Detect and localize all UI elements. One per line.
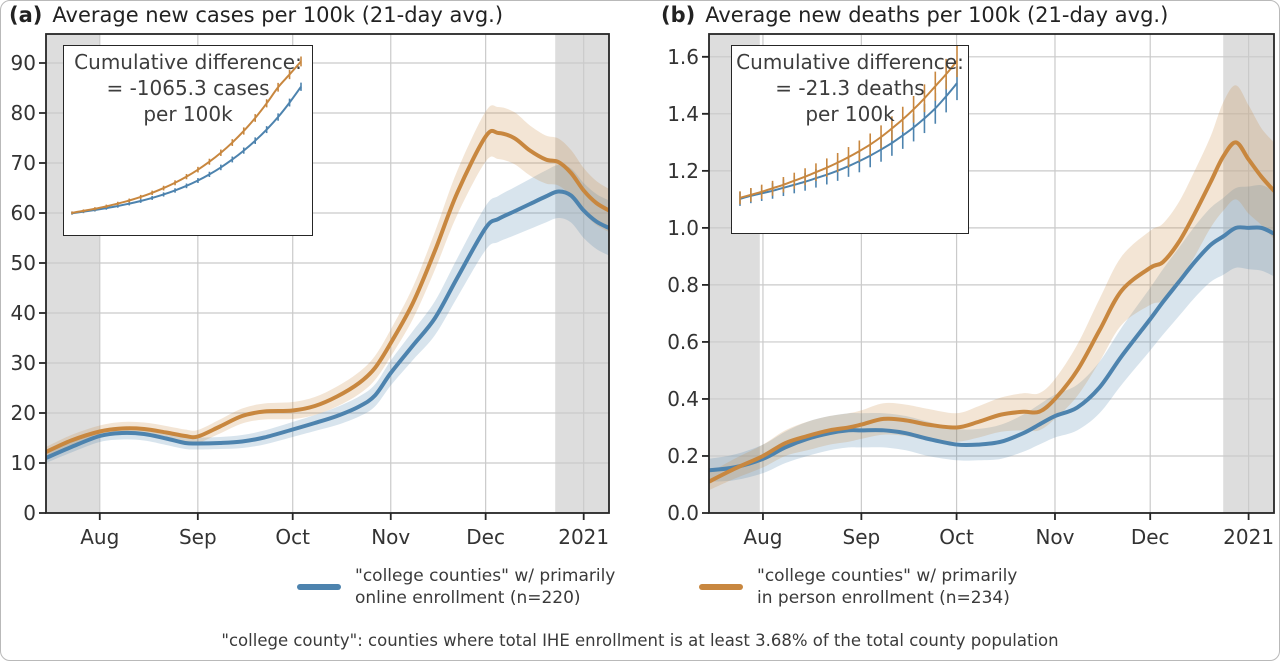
- y-tick-label: 90: [10, 51, 36, 75]
- figure-footnote: "college county": counties where total I…: [221, 631, 1059, 650]
- y-tick-label: 0.8: [667, 272, 699, 297]
- legend-swatch-online: [297, 584, 341, 590]
- inset-a-text: Cumulative difference: = -1065.3 cases p…: [64, 46, 312, 127]
- y-tick-label: 0.4: [667, 386, 699, 411]
- x-tick-label: 2021: [1223, 525, 1275, 549]
- panel-a-label: (a): [9, 3, 43, 27]
- y-tick-label: 50: [10, 251, 36, 275]
- legend-online-line2: online enrollment (n=220): [355, 588, 581, 608]
- x-tick-label: Oct: [939, 525, 974, 549]
- x-tick-label: Dec: [1130, 525, 1170, 549]
- y-tick-label: 0.2: [667, 443, 699, 468]
- y-tick-label: 40: [10, 301, 36, 325]
- shaded-period-band: [555, 34, 609, 513]
- panel-a-title: (a) Average new cases per 100k (21-day av…: [9, 3, 503, 27]
- y-tick-label: 1.2: [667, 158, 699, 183]
- inset-panel-b: Cumulative difference: = -21.3 deaths pe…: [731, 45, 969, 234]
- y-tick-label: 1.6: [667, 44, 699, 69]
- inset-a-line2: = -1065.3 cases: [106, 76, 270, 100]
- y-tick-label: 30: [10, 351, 36, 375]
- legend-entry-in-person: "college counties" w/ primarily in perso…: [699, 565, 1017, 609]
- inset-b-line2: = -21.3 deaths: [775, 76, 925, 100]
- legend-label-online: "college counties" w/ primarily online e…: [355, 565, 615, 609]
- y-tick-label: 1.4: [667, 101, 699, 126]
- legend-in-person-line1: "college counties" w/ primarily: [757, 566, 1018, 586]
- inset-b-line1: Cumulative difference:: [736, 50, 964, 74]
- inset-b-text: Cumulative difference: = -21.3 deaths pe…: [732, 46, 968, 127]
- y-tick-label: 10: [10, 451, 36, 475]
- panel-a-title-text: Average new cases per 100k (21-day avg.): [52, 3, 504, 27]
- panel-b-label: (b): [661, 3, 696, 27]
- inset-b-canvas: [739, 46, 958, 206]
- legend-label-in-person: "college counties" w/ primarily in perso…: [757, 565, 1017, 609]
- panel-b-title-text: Average new deaths per 100k (21-day avg.…: [705, 3, 1169, 27]
- y-tick-label: 60: [10, 201, 36, 225]
- y-tick-label: 70: [10, 151, 36, 175]
- shaded-period-band: [1223, 34, 1274, 513]
- x-tick-label: Nov: [371, 525, 411, 549]
- x-tick-label: Sep: [178, 525, 217, 549]
- inset-line-in_person: [71, 60, 302, 214]
- y-tick-label: 80: [10, 101, 36, 125]
- panel-b-title: (b) Average new deaths per 100k (21-day a…: [661, 3, 1168, 27]
- x-tick-label: 2021: [558, 525, 610, 549]
- x-tick-label: Sep: [842, 525, 881, 549]
- y-tick-label: 1.0: [667, 215, 699, 240]
- y-tick-label: 0.6: [667, 329, 699, 354]
- inset-line-online: [71, 86, 302, 215]
- legend-online-line1: "college counties" w/ primarily: [355, 566, 616, 586]
- legend-entry-online: "college counties" w/ primarily online e…: [297, 565, 615, 609]
- inset-b-line3: per 100k: [805, 102, 895, 126]
- x-tick-label: Dec: [466, 525, 505, 549]
- inset-panel-a: Cumulative difference: = -1065.3 cases p…: [63, 45, 313, 236]
- x-tick-label: Aug: [80, 525, 120, 549]
- inset-a-line1: Cumulative difference:: [74, 50, 302, 74]
- inset-line-in_person: [739, 60, 958, 199]
- series-line-online: [709, 225, 1274, 473]
- x-tick-label: Aug: [743, 525, 783, 549]
- x-tick-label: Oct: [275, 525, 310, 549]
- y-tick-label: 20: [10, 401, 36, 425]
- legend-swatch-in-person: [699, 584, 743, 590]
- y-tick-label: 0.0: [667, 501, 699, 525]
- legend-in-person-line2: in person enrollment (n=234): [757, 588, 1010, 608]
- inset-a-canvas: [71, 56, 302, 215]
- inset-a-line3: per 100k: [143, 102, 233, 126]
- x-tick-label: Nov: [1035, 525, 1075, 549]
- y-tick-label: 0: [23, 501, 36, 525]
